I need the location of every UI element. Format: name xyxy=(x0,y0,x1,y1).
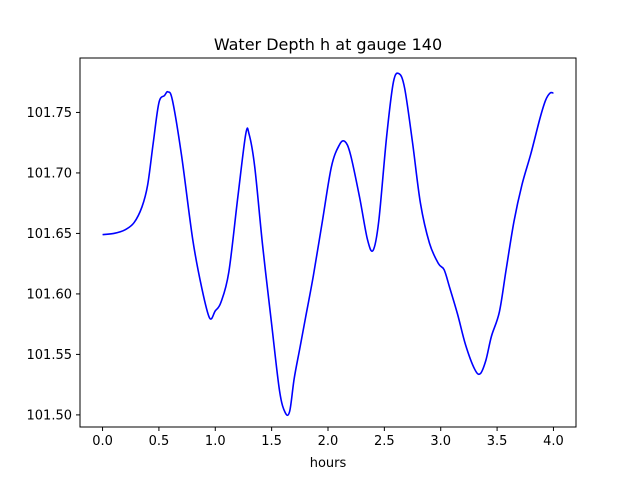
series-line-0 xyxy=(102,72,554,417)
y-tick-label: 101.65 xyxy=(27,227,73,242)
x-tick-label: 0.0 xyxy=(92,434,113,449)
series-layer xyxy=(102,72,554,417)
x-axis: 0.0 0.5 1.0 1.5 2.0 2.5 3.0 3.5 4.0 xyxy=(92,427,564,449)
x-tick-label: 0.5 xyxy=(149,434,170,449)
x-tick-label: 1.0 xyxy=(205,434,226,449)
chart-title: Water Depth h at gauge 140 xyxy=(214,35,442,54)
y-tick-label: 101.50 xyxy=(27,408,73,423)
x-tick-label: 3.5 xyxy=(487,434,508,449)
y-axis: 101.50 101.55 101.60 101.65 101.70 101.75 xyxy=(27,106,80,423)
x-tick-label: 2.5 xyxy=(374,434,395,449)
y-tick-label: 101.70 xyxy=(27,166,73,181)
x-tick-label: 4.0 xyxy=(543,434,564,449)
y-tick-label: 101.75 xyxy=(27,106,73,121)
x-axis-label: hours xyxy=(310,456,347,471)
y-tick-label: 101.60 xyxy=(27,287,73,302)
x-tick-label: 3.0 xyxy=(430,434,451,449)
x-tick-label: 2.0 xyxy=(318,434,339,449)
x-tick-label: 1.5 xyxy=(261,434,282,449)
y-tick-label: 101.55 xyxy=(27,348,73,363)
